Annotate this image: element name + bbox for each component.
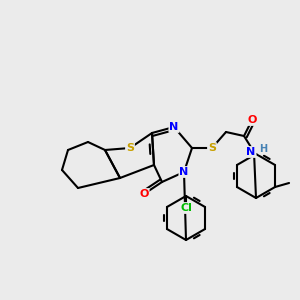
Text: Cl: Cl — [180, 203, 192, 213]
Text: O: O — [247, 115, 257, 125]
Text: N: N — [246, 147, 256, 157]
Text: O: O — [139, 189, 149, 199]
Text: N: N — [179, 167, 189, 177]
Text: S: S — [208, 143, 216, 153]
Text: H: H — [259, 144, 267, 154]
Text: S: S — [126, 143, 134, 153]
Text: N: N — [169, 122, 178, 132]
